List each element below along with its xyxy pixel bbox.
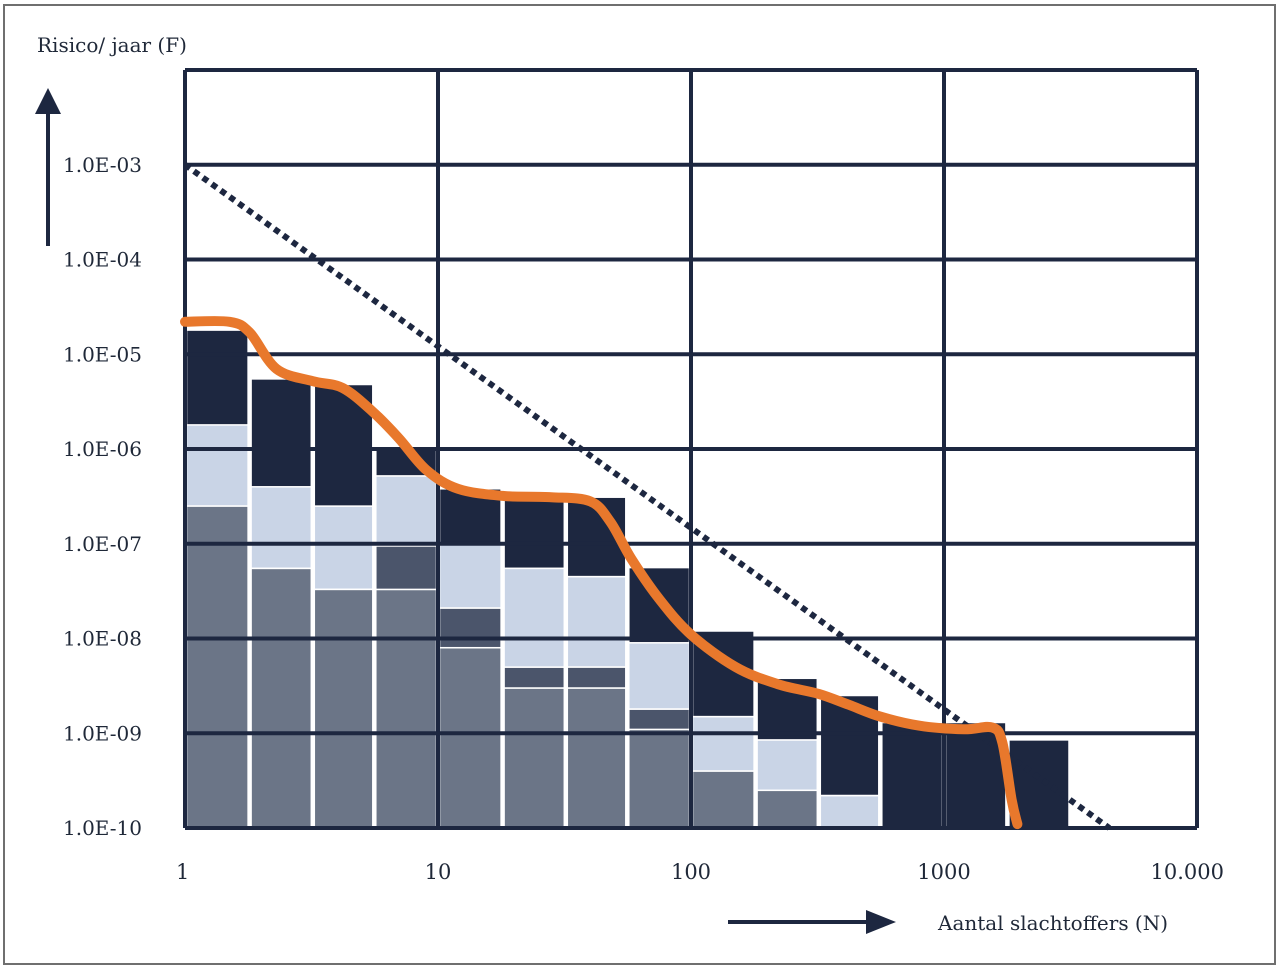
y-tick-labels: 1.0E-03 1.0E-04 1.0E-05 1.0E-06 1.0E-07 1.0E-… [63, 153, 142, 840]
fn-curve-layer [180, 316, 1023, 830]
y-tick-label-6: 1.0E-09 [63, 721, 142, 745]
x-tick-label-4: 10.000 [1151, 860, 1224, 884]
x-tick-label-3: 1000 [917, 860, 970, 884]
bar-0-segment-1 [185, 424, 249, 507]
bar-3-segment-1 [375, 545, 438, 591]
bar-3-segment-2 [375, 475, 438, 547]
x-tick-label-0: 1 [176, 860, 189, 884]
y-tick-label-1: 1.0E-04 [63, 248, 142, 272]
bar-7-segment-2 [628, 642, 691, 710]
bar-8-segment-1 [691, 715, 755, 772]
bar-9-segment-0 [756, 789, 819, 829]
y-tick-label-0: 1.0E-03 [63, 153, 142, 177]
bar-1-segment-0 [250, 567, 313, 829]
fn-curve [180, 316, 1023, 830]
bar-7-segment-0 [628, 728, 691, 829]
bar-5-segment-3 [503, 493, 566, 570]
bar-4-segment-0 [438, 646, 502, 829]
bar-1-segment-2 [250, 378, 313, 488]
y-axis-title: Risico/ jaar (F) [37, 33, 187, 57]
y-axis-arrow [35, 88, 61, 246]
bar-12-segment-0 [944, 721, 1007, 829]
bars-layer [185, 329, 1070, 829]
norm-line-layer [183, 162, 1112, 831]
bar-5-segment-1 [503, 666, 566, 689]
x-tick-label-1: 10 [425, 860, 452, 884]
bar-2-segment-0 [313, 588, 374, 829]
bar-1-segment-1 [250, 485, 313, 570]
y-tick-label-5: 1.0E-08 [63, 627, 142, 651]
bar-7-segment-1 [628, 708, 691, 731]
bar-8-segment-0 [691, 770, 755, 829]
bar-10-segment-0 [819, 794, 880, 829]
y-tick-label-4: 1.0E-07 [63, 532, 142, 556]
bar-9-segment-1 [756, 739, 819, 792]
bar-0-segment-2 [185, 329, 249, 426]
x-tick-labels: 1 10 100 1000 10.000 [176, 860, 1224, 884]
y-tick-label-3: 1.0E-06 [63, 437, 142, 461]
x-axis-arrow [728, 910, 896, 934]
bar-5-segment-0 [503, 687, 566, 829]
bar-6-segment-0 [566, 687, 627, 829]
grid-layer [183, 68, 1199, 830]
bar-4-segment-1 [438, 607, 502, 649]
bar-2-segment-1 [313, 505, 374, 591]
bar-11-segment-0 [881, 721, 944, 829]
bar-5-segment-2 [503, 567, 566, 668]
x-tick-label-2: 100 [671, 860, 711, 884]
bar-3-segment-0 [375, 588, 438, 829]
bar-13-segment-0 [1008, 739, 1070, 829]
y-tick-label-2: 1.0E-05 [63, 342, 142, 366]
x-axis-title: Aantal slachtoffers (N) [937, 911, 1168, 935]
bar-4-segment-2 [438, 543, 502, 609]
y-tick-label-7: 1.0E-10 [63, 816, 142, 840]
bar-6-segment-2 [566, 575, 627, 668]
bar-6-segment-1 [566, 666, 627, 689]
norm-line [183, 162, 1112, 831]
bar-0-segment-0 [185, 505, 249, 829]
